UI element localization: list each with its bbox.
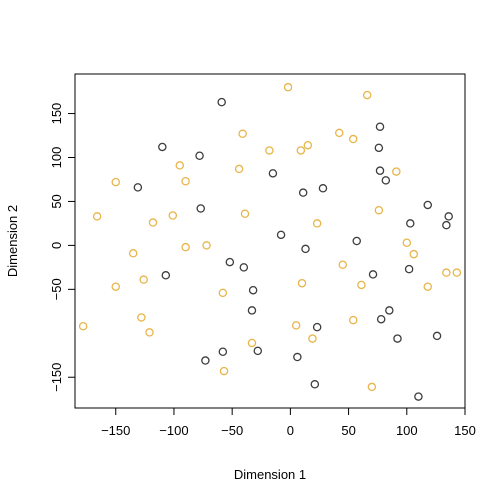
data-point-series-2 (175, 161, 185, 170)
data-point-series-2 (111, 177, 120, 187)
data-point-series-1 (406, 219, 415, 228)
y-tick-label: 150 (49, 103, 64, 125)
data-point-series-2 (357, 280, 366, 290)
data-point-series-2 (128, 249, 138, 258)
data-point-series-1 (301, 244, 310, 254)
data-point-series-2 (442, 268, 451, 277)
data-point-series-1 (414, 392, 423, 401)
x-tick-label: 150 (454, 423, 476, 438)
x-tick-label: −150 (101, 423, 130, 438)
plot-frame (74, 73, 466, 409)
data-point-series-2 (283, 82, 293, 92)
x-axis: −150 −100 −50 0 50 100 150 (101, 408, 476, 438)
data-point-series-1 (158, 142, 167, 152)
data-point-series-2 (265, 146, 274, 155)
data-point-series-2 (338, 260, 348, 269)
y-axis: −150 −50 0 50 100 150 (49, 103, 75, 392)
data-point-series-2 (348, 134, 358, 144)
data-point-series-1 (201, 356, 210, 365)
data-point-series-1 (385, 306, 394, 315)
data-point-series-2 (168, 211, 178, 220)
data-point-series-2 (303, 140, 313, 150)
y-tick-label: 0 (49, 242, 64, 249)
data-point-series-2 (291, 321, 301, 330)
data-point-series-1 (444, 212, 453, 221)
data-points (78, 82, 462, 401)
data-point-series-2 (219, 366, 229, 376)
data-point-series-2 (111, 282, 120, 291)
data-point-series-1 (293, 352, 302, 362)
y-axis-title: Dimension 2 (5, 205, 20, 277)
data-point-series-1 (381, 176, 391, 185)
data-point-series-2 (240, 209, 250, 219)
data-point-series-2 (247, 338, 257, 348)
data-point-series-1 (375, 166, 385, 175)
data-point-series-1 (161, 271, 171, 280)
data-point-series-1 (432, 331, 442, 341)
data-point-series-1 (312, 322, 322, 332)
x-tick-label: 50 (341, 423, 355, 438)
data-point-series-2 (409, 249, 419, 259)
data-point-series-2 (423, 282, 432, 291)
data-point-series-1 (352, 236, 361, 246)
data-point-series-2 (392, 167, 401, 176)
data-point-series-2 (312, 219, 322, 228)
data-point-series-2 (367, 382, 377, 392)
data-point-series-1 (310, 380, 320, 389)
data-point-series-1 (247, 306, 257, 315)
data-point-series-1 (248, 285, 258, 295)
data-point-series-1 (375, 122, 385, 131)
data-point-series-1 (253, 346, 263, 356)
data-point-series-1 (196, 204, 205, 213)
data-point-series-1 (423, 200, 432, 210)
data-point-series-2 (181, 242, 190, 252)
data-point-series-1 (133, 183, 143, 192)
data-point-series-2 (308, 334, 317, 343)
data-point-series-2 (202, 241, 211, 250)
data-point-series-1 (225, 257, 235, 267)
data-point-series-2 (374, 205, 384, 215)
data-point-series-2 (452, 268, 462, 277)
data-point-series-1 (368, 270, 378, 279)
x-tick-label: −100 (159, 423, 188, 438)
y-tick-label: 50 (49, 194, 64, 208)
data-point-series-1 (218, 347, 228, 356)
data-point-series-1 (318, 184, 328, 193)
data-point-series-2 (137, 313, 146, 322)
data-point-series-1 (374, 143, 384, 153)
data-point-series-1 (268, 169, 278, 178)
data-point-series-2 (139, 275, 148, 284)
data-point-series-1 (376, 314, 386, 324)
data-point-series-1 (195, 151, 204, 160)
data-point-series-1 (404, 264, 414, 274)
y-tick-label: −150 (49, 363, 64, 392)
x-axis-title: Dimension 1 (234, 467, 306, 482)
data-point-series-1 (217, 97, 226, 107)
data-point-series-2 (238, 129, 247, 139)
data-point-series-1 (442, 220, 451, 230)
y-tick-label: −50 (49, 278, 64, 300)
data-point-series-2 (335, 128, 344, 138)
data-point-series-2 (148, 218, 158, 227)
data-point-series-2 (402, 238, 412, 248)
data-point-series-2 (296, 146, 306, 155)
data-point-series-2 (234, 164, 244, 174)
x-tick-label: 100 (396, 423, 418, 438)
data-point-series-2 (181, 176, 190, 186)
data-point-series-1 (276, 230, 286, 240)
x-tick-label: 0 (287, 423, 294, 438)
data-point-series-2 (348, 315, 358, 325)
data-point-series-2 (78, 322, 88, 331)
data-point-series-2 (218, 288, 228, 298)
data-point-series-2 (92, 212, 102, 221)
data-point-series-2 (145, 328, 154, 337)
data-point-series-1 (239, 263, 249, 272)
x-tick-label: −50 (221, 423, 243, 438)
y-tick-label: 100 (49, 147, 64, 169)
data-point-series-2 (297, 278, 307, 288)
data-point-series-1 (298, 188, 308, 197)
data-point-series-1 (393, 334, 402, 343)
data-point-series-2 (362, 90, 372, 100)
